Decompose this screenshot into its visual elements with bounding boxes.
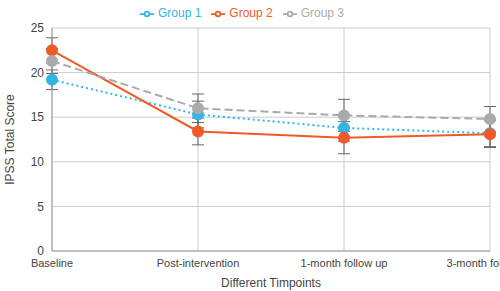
html-text:Group 3: Group 3 [300,6,344,20]
svg-text:20: 20 [31,66,45,80]
svg-text:IPSS Total Score: IPSS Total Score [8,94,17,185]
html-text:Group 2: Group 2 [229,6,273,20]
svg-text:Post-intervention: Post-intervention [157,257,240,269]
svg-text:25: 25 [31,21,45,35]
html-text:Group 1: Group 1 [158,6,202,20]
svg-text:Baseline: Baseline [31,257,73,269]
svg-text:15: 15 [31,110,45,124]
svg-text:1-month follow up: 1-month follow up [301,257,388,269]
svg-text:0: 0 [37,244,44,258]
svg-text:Different Timpoints: Different Timpoints [221,276,321,290]
svg-text:5: 5 [37,200,44,214]
svg-text:10: 10 [31,155,45,169]
svg-text:3-month follow up: 3-month follow up [447,257,492,269]
